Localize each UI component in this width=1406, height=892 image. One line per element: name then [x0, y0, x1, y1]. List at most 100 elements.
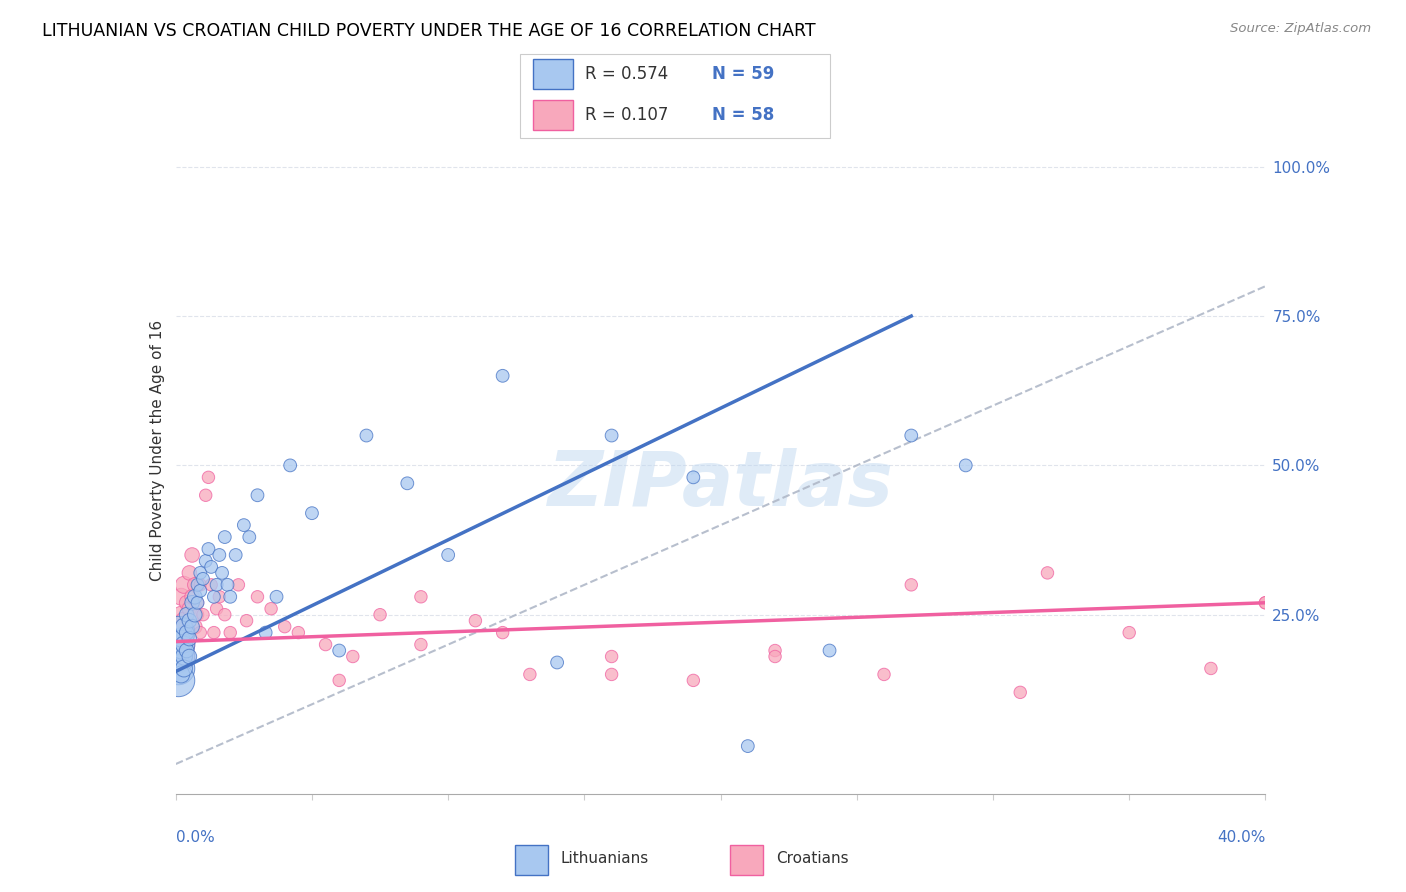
Point — [188, 578, 211, 592]
Point — [214, 607, 236, 622]
Point — [600, 428, 623, 442]
Point — [409, 590, 432, 604]
Point — [170, 607, 193, 622]
Point — [246, 590, 269, 604]
Point — [179, 632, 201, 646]
Point — [763, 643, 786, 657]
Point — [179, 601, 201, 615]
Text: N = 58: N = 58 — [711, 106, 775, 124]
Point — [232, 518, 254, 533]
Point — [396, 476, 419, 491]
Point — [179, 614, 201, 628]
Point — [200, 560, 222, 574]
Text: Source: ZipAtlas.com: Source: ZipAtlas.com — [1230, 22, 1371, 36]
Point — [202, 625, 225, 640]
Point — [260, 601, 283, 615]
Point — [208, 548, 231, 562]
Point — [186, 596, 209, 610]
Point — [900, 578, 922, 592]
Point — [228, 578, 250, 592]
Point — [492, 625, 515, 640]
Point — [167, 649, 190, 664]
Text: Croatians: Croatians — [776, 851, 849, 866]
Point — [202, 590, 225, 604]
Point — [356, 428, 378, 442]
Point — [600, 649, 623, 664]
Point — [170, 656, 193, 670]
Point — [1254, 596, 1277, 610]
Point — [197, 541, 219, 556]
Point — [682, 470, 704, 484]
Point — [173, 620, 195, 634]
Point — [197, 470, 219, 484]
Point — [176, 643, 198, 657]
Point — [235, 614, 257, 628]
Text: 40.0%: 40.0% — [1218, 830, 1265, 845]
Point — [217, 578, 239, 592]
Text: Lithuanians: Lithuanians — [561, 851, 650, 866]
Point — [188, 625, 211, 640]
Point — [254, 625, 277, 640]
FancyBboxPatch shape — [533, 60, 572, 89]
Point — [873, 667, 896, 681]
Point — [1010, 685, 1032, 699]
Point — [188, 566, 211, 580]
Point — [211, 566, 233, 580]
Point — [900, 428, 922, 442]
Point — [173, 638, 195, 652]
Point — [682, 673, 704, 688]
Point — [225, 548, 247, 562]
Point — [184, 607, 207, 622]
Point — [186, 596, 209, 610]
Point — [546, 656, 568, 670]
Point — [170, 643, 193, 657]
Point — [167, 661, 190, 675]
Point — [437, 548, 460, 562]
Point — [519, 667, 541, 681]
Point — [301, 506, 323, 520]
Point — [194, 554, 217, 568]
Point — [214, 530, 236, 544]
Point — [194, 488, 217, 502]
Point — [492, 368, 515, 383]
Text: LITHUANIAN VS CROATIAN CHILD POVERTY UNDER THE AGE OF 16 CORRELATION CHART: LITHUANIAN VS CROATIAN CHILD POVERTY UND… — [42, 22, 815, 40]
Point — [181, 590, 204, 604]
Point — [173, 614, 195, 628]
Text: ZIPatlas: ZIPatlas — [547, 448, 894, 522]
Point — [763, 649, 786, 664]
Point — [167, 625, 190, 640]
Point — [818, 643, 841, 657]
Point — [176, 625, 198, 640]
Point — [219, 590, 242, 604]
Point — [167, 649, 190, 664]
Point — [173, 661, 195, 675]
Point — [205, 578, 228, 592]
Point — [173, 649, 195, 664]
Point — [342, 649, 364, 664]
Point — [409, 638, 432, 652]
Point — [184, 578, 207, 592]
Point — [181, 548, 204, 562]
Point — [219, 625, 242, 640]
Point — [173, 578, 195, 592]
Point — [1254, 596, 1277, 610]
Point — [205, 601, 228, 615]
Point — [179, 649, 201, 664]
Point — [176, 596, 198, 610]
Point — [191, 607, 214, 622]
Text: R = 0.107: R = 0.107 — [585, 106, 668, 124]
Point — [328, 643, 350, 657]
FancyBboxPatch shape — [515, 845, 548, 874]
Point — [246, 488, 269, 502]
Point — [167, 673, 190, 688]
Point — [179, 566, 201, 580]
Point — [238, 530, 260, 544]
Point — [737, 739, 759, 753]
Point — [287, 625, 309, 640]
Point — [181, 620, 204, 634]
Point — [328, 673, 350, 688]
Point — [184, 620, 207, 634]
Point — [167, 638, 190, 652]
Point — [173, 649, 195, 664]
Point — [186, 578, 209, 592]
